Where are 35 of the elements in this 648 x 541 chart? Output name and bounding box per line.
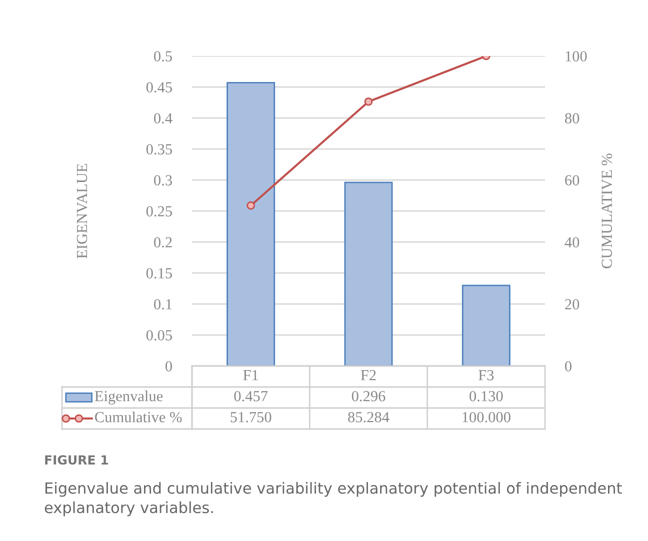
data-label: 85.284: [348, 412, 390, 422]
y2-tick-label: 100: [566, 51, 587, 62]
data-label: 100.000: [462, 412, 510, 422]
y-tick-label: 0.25: [146, 206, 172, 217]
legend-label: Cumulative %: [95, 412, 182, 422]
data-label: 51.750: [230, 412, 272, 422]
data-label: 0.296: [352, 391, 386, 402]
y-tick-label: 0.4: [154, 113, 172, 124]
y-tick-label: 0.2: [154, 237, 172, 248]
y2-tick-label: 0: [565, 361, 572, 372]
y-tick-label: 0.15: [146, 268, 172, 279]
y-tick-label: 0.05: [146, 330, 172, 341]
x-tick-label: F1: [243, 370, 258, 380]
y-tick-label: 0.3: [154, 175, 172, 186]
y-axis-title: EIGENVALUE: [76, 164, 88, 258]
text: Eigenvalue and cumulative variability explanatory potential of independent explanatory variables.: [44, 482, 622, 516]
y2-axis-title: CUMULATIVE %: [602, 154, 612, 268]
y2-tick-label: 20: [565, 299, 580, 310]
legend-label: Eigenvalue: [94, 390, 163, 404]
y-tick-label: 0.45: [146, 82, 172, 93]
data-label: 0.130: [470, 391, 503, 402]
x-tick-label: F3: [478, 370, 494, 380]
bar: [344, 182, 393, 366]
y-tick-label: 0.1: [154, 299, 172, 310]
bar: [462, 284, 510, 366]
y-tick-label: 0: [166, 361, 172, 372]
y-tick-label: 0.5: [154, 51, 172, 62]
y2-tick-label: 80: [565, 113, 580, 124]
y2-tick-label: 40: [564, 237, 580, 248]
caption: FIGURE 1: [45, 455, 108, 465]
y2-tick-label: 60: [565, 175, 580, 186]
x-tick-label: F2: [360, 370, 376, 380]
data-label: 0.457: [234, 391, 268, 402]
y-tick-label: 0.35: [146, 144, 172, 155]
bar: [226, 82, 276, 366]
